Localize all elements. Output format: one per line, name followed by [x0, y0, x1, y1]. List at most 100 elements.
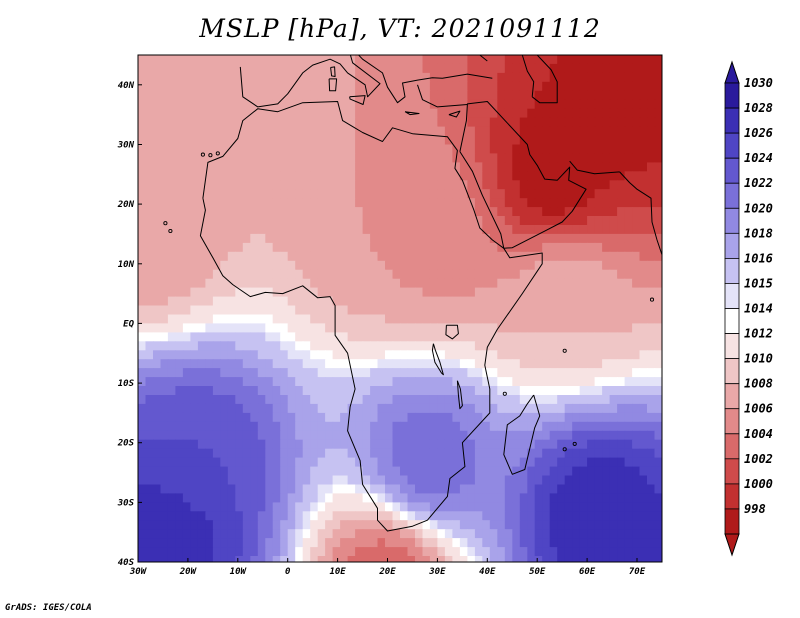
pressure-cell [385, 359, 394, 369]
pressure-cell [639, 260, 648, 271]
pressure-cell [662, 332, 670, 342]
pressure-cell [444, 484, 453, 494]
pressure-cell [287, 189, 296, 199]
pressure-cell [317, 216, 326, 226]
pressure-cell [594, 529, 603, 539]
pressure-cell [370, 81, 379, 92]
island [215, 151, 220, 156]
pressure-cell [452, 55, 461, 65]
pressure-cell [265, 412, 274, 423]
pressure-cell [572, 368, 581, 378]
pressure-cell [444, 278, 453, 289]
pressure-cell [415, 412, 424, 423]
pressure-cell [153, 225, 162, 235]
pressure-cell [444, 439, 453, 450]
pressure-cell [242, 466, 251, 477]
pressure-cell [647, 117, 656, 128]
pressure-cell [138, 198, 147, 208]
pressure-cell [572, 305, 581, 315]
pressure-cell [407, 251, 416, 262]
pressure-cell [265, 55, 274, 65]
pressure-cell [153, 233, 162, 244]
pressure-cell [459, 63, 468, 74]
pressure-cell [340, 81, 349, 92]
pressure-cell [295, 81, 304, 92]
pressure-cell [534, 207, 543, 217]
pressure-cell [265, 135, 274, 145]
pressure-cell [459, 314, 468, 324]
pressure-cell [572, 377, 581, 387]
pressure-cell [325, 538, 334, 548]
pressure-cell [175, 55, 184, 65]
pressure-cell [467, 341, 476, 351]
pressure-cell [400, 242, 409, 253]
pressure-cell [138, 269, 147, 280]
pressure-cell [579, 386, 588, 396]
pressure-cell [474, 341, 483, 351]
pressure-cell [317, 81, 326, 92]
pressure-cell [474, 547, 483, 557]
pressure-cell [265, 529, 274, 539]
pressure-cell [512, 448, 521, 459]
pressure-cell [332, 251, 341, 262]
pressure-cell [534, 242, 543, 253]
pressure-cell [295, 520, 304, 530]
pressure-cell [160, 430, 169, 441]
pressure-cell [213, 565, 221, 575]
pressure-cell [452, 538, 461, 548]
pressure-cell [340, 421, 349, 432]
pressure-cell [639, 439, 648, 450]
pressure-cell [257, 55, 266, 65]
pressure-cell [385, 135, 394, 145]
pressure-cell [355, 547, 364, 557]
pressure-cell [564, 350, 573, 360]
pressure-cell [242, 269, 251, 280]
pressure-cell [415, 269, 424, 280]
pressure-cell [197, 529, 206, 539]
pressure-cell [295, 493, 304, 503]
pressure-cell [534, 475, 543, 485]
pressure-cell [347, 502, 356, 512]
pressure-cell [504, 341, 513, 351]
pressure-cell [220, 55, 229, 65]
pressure-cell [572, 260, 581, 271]
pressure-cell [197, 421, 206, 432]
pressure-cell [295, 108, 304, 119]
pressure-cell [287, 439, 296, 450]
pressure-cell [242, 278, 251, 289]
pressure-cell [564, 278, 573, 289]
pressure-cell [662, 323, 670, 333]
pressure-cell [624, 547, 633, 557]
pressure-cell [370, 448, 379, 459]
pressure-cell [280, 457, 289, 468]
pressure-cell [512, 55, 521, 65]
pressure-cell [257, 207, 266, 217]
pressure-cell [609, 81, 618, 92]
pressure-cell [167, 332, 176, 342]
pressure-cell [654, 81, 662, 92]
pressure-cell [227, 529, 236, 539]
pressure-cell [153, 511, 162, 521]
pressure-cell [594, 484, 603, 494]
pressure-cell [564, 403, 573, 414]
pressure-cell [250, 55, 259, 65]
pressure-cell [609, 421, 618, 432]
pressure-cell [534, 305, 543, 315]
pressure-cell [534, 90, 543, 101]
pressure-cell [182, 278, 191, 289]
pressure-cell [587, 359, 596, 369]
pressure-cell [617, 565, 625, 575]
pressure-cell [662, 288, 670, 298]
pressure-cell [310, 55, 319, 65]
pressure-cell [444, 90, 453, 101]
pressure-cell [205, 207, 214, 217]
pressure-cell [257, 556, 266, 562]
pressure-cell [287, 99, 296, 110]
pressure-cell [280, 126, 289, 137]
pressure-cell [429, 117, 438, 128]
pressure-cell [542, 475, 551, 485]
pressure-cell [474, 511, 483, 521]
pressure-cell [482, 242, 491, 253]
pressure-cell [662, 502, 670, 512]
pressure-cell [370, 395, 379, 405]
